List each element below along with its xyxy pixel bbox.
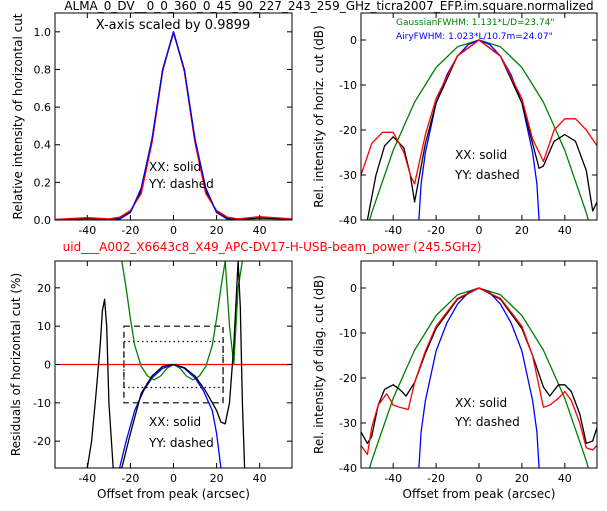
x-tick-label: 0 bbox=[476, 472, 483, 485]
y-axis-label: Residuals of horizontal cut (%) bbox=[9, 273, 23, 456]
y-tick-label: -30 bbox=[339, 417, 357, 430]
x-tick-label: -40 bbox=[78, 472, 96, 485]
figure-subtitle: uid___A002_X6643c8_X49_APC-DV17-H-USB-be… bbox=[63, 240, 482, 254]
y-tick-label: -30 bbox=[339, 169, 357, 182]
plot-area bbox=[361, 261, 597, 468]
x-tick-label: -40 bbox=[384, 224, 402, 237]
legend-text: XX: solid bbox=[455, 148, 507, 162]
x-tick-label: 0 bbox=[476, 224, 483, 237]
y-tick-label: -40 bbox=[339, 462, 357, 475]
y-tick-label: -20 bbox=[33, 435, 51, 448]
y-tick-label: 0 bbox=[350, 34, 357, 47]
y-tick-label: 0.4 bbox=[34, 139, 52, 152]
y-tick-label: 0 bbox=[350, 282, 357, 295]
y-axis-label: Relative intensity of horizontal cut bbox=[11, 13, 25, 219]
legend-text: XX: solid bbox=[149, 415, 201, 429]
x-tick-label: 20 bbox=[515, 224, 529, 237]
y-tick-label: -10 bbox=[339, 327, 357, 340]
x-tick-label: -20 bbox=[427, 472, 445, 485]
x-tick-label: 0 bbox=[170, 224, 177, 237]
y-axis-label: Rel. intensity of diag. cut (dB) bbox=[312, 275, 326, 454]
scale-annotation: X-axis scaled by 0.9899 bbox=[96, 18, 251, 33]
series-line-black bbox=[86, 261, 246, 468]
plot-area bbox=[55, 13, 292, 220]
series-line-red bbox=[361, 39, 597, 185]
panel-bottom-left: -40 -20 0 20 40 -20 -10 0 10 20 Residuals of horiz… bbox=[9, 260, 293, 501]
panel-bottom-right: -40 -20 0 20 40 0 -10 -20 -30 -40 Rel. intensity o… bbox=[312, 260, 598, 501]
x-tick-label: 40 bbox=[558, 224, 572, 237]
x-tick-label: -20 bbox=[427, 224, 445, 237]
x-tick-label: 20 bbox=[515, 472, 529, 485]
x-axis-label: Offset from peak (arcsec) bbox=[403, 487, 556, 501]
series-line-green bbox=[121, 261, 244, 381]
series-line-red bbox=[361, 287, 597, 456]
legend-text: XX: solid bbox=[149, 160, 201, 174]
fwhm-note-green: GaussianFWHM: 1.131*L/D=23.74" bbox=[396, 18, 554, 28]
y-tick-label: 0.8 bbox=[34, 63, 52, 76]
panel-top-left: -40 -20 0 20 40 0.0 0.2 0.4 0.6 0.8 1.0 Relative in… bbox=[11, 12, 293, 237]
y-tick-label: -10 bbox=[339, 79, 357, 92]
x-tick-label: 40 bbox=[253, 472, 267, 485]
x-tick-label: -40 bbox=[384, 472, 402, 485]
y-tick-label: -40 bbox=[339, 214, 357, 227]
y-tick-label: 0.0 bbox=[34, 214, 52, 227]
legend-text: YY: dashed bbox=[454, 415, 520, 429]
legend-text: YY: dashed bbox=[148, 436, 214, 450]
x-tick-label: 40 bbox=[558, 472, 572, 485]
x-tick-label: 0 bbox=[170, 472, 177, 485]
y-tick-label: 0 bbox=[44, 359, 51, 372]
plot-area bbox=[361, 13, 597, 220]
legend-text: YY: dashed bbox=[148, 177, 214, 191]
y-tick-label: 20 bbox=[37, 282, 51, 295]
x-tick-label: -20 bbox=[121, 472, 139, 485]
fwhm-note-blue: AiryFWHM: 1.023*L/10.7m=24.07" bbox=[396, 32, 553, 42]
figure-title: ALMA_0_DV__0_0_360_0_45_90_227_243_259_G… bbox=[64, 0, 593, 13]
x-tick-label: -20 bbox=[121, 224, 139, 237]
y-tick-label: 10 bbox=[37, 320, 51, 333]
panel-top-right: -40 -20 0 20 40 0 -10 -20 -30 -40 Rel. intensity o… bbox=[312, 12, 598, 237]
x-tick-label: 20 bbox=[210, 472, 224, 485]
y-tick-label: 0.6 bbox=[34, 101, 52, 114]
y-tick-label: -20 bbox=[339, 372, 357, 385]
legend-text: YY: dashed bbox=[454, 168, 520, 182]
series-line-blue bbox=[113, 31, 234, 220]
x-tick-label: -40 bbox=[78, 224, 96, 237]
x-tick-label: 20 bbox=[210, 224, 224, 237]
legend-text: XX: solid bbox=[455, 396, 507, 410]
x-tick-label: 40 bbox=[253, 224, 267, 237]
x-axis-label: Offset from peak (arcsec) bbox=[97, 487, 250, 501]
y-tick-label: 1.0 bbox=[34, 26, 52, 39]
y-tick-label: 0.2 bbox=[34, 176, 52, 189]
y-tick-label: -10 bbox=[33, 397, 51, 410]
y-tick-label: -20 bbox=[339, 124, 357, 137]
y-axis-label: Rel. intensity of horiz. cut (dB) bbox=[312, 25, 326, 207]
